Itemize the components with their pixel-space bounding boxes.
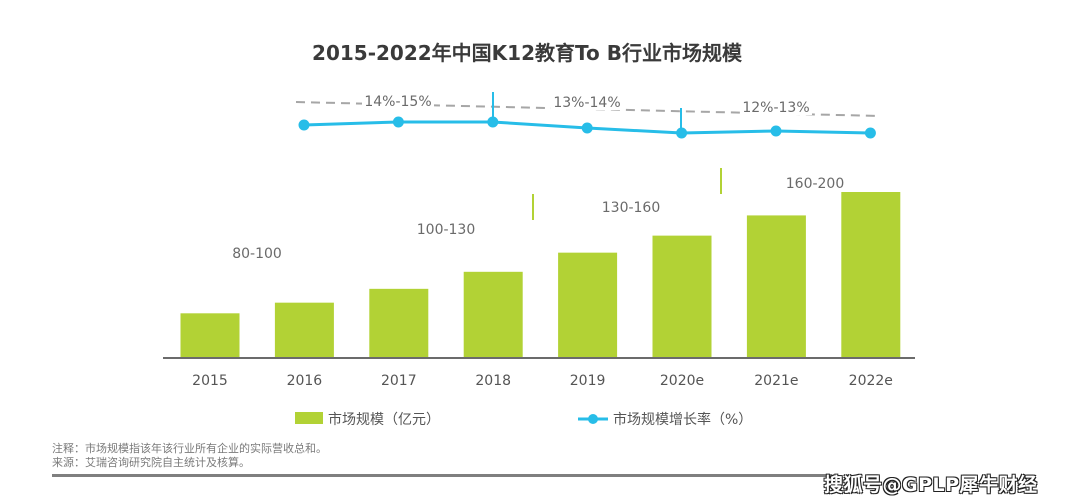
growth-rate-point — [770, 125, 782, 137]
rate-range-label: 13%-14% — [553, 95, 620, 111]
bar-2020e — [652, 235, 712, 358]
legend: 市场规模（亿元） 市场规模增长率（%） — [295, 411, 752, 428]
x-tick-label: 2015 — [192, 373, 228, 389]
rate-label-bg — [362, 92, 434, 109]
x-tick-label: 2018 — [475, 373, 511, 389]
chart-source: 来源：艾瑞咨询研究院自主统计及核算。 — [52, 456, 250, 469]
watermark: 搜狐号@GPLP犀牛财经 — [824, 474, 1038, 496]
x-tick-label: 2019 — [570, 373, 606, 389]
x-tick-label: 2016 — [287, 373, 323, 389]
bar-range-label: 130-160 — [602, 200, 661, 216]
bar-2015 — [180, 313, 240, 358]
bar-2016 — [274, 302, 334, 358]
chart-title: 2015-2022年中国K12教育To B行业市场规模 — [312, 41, 743, 65]
rate-range-label: 12%-13% — [742, 100, 809, 116]
x-tick-label: 2021e — [754, 373, 798, 389]
x-tick-label: 2020e — [660, 373, 704, 389]
bar-2019 — [558, 252, 618, 358]
legend-bar-swatch — [295, 412, 323, 424]
footer-divider — [52, 474, 832, 477]
growth-rate-point — [581, 122, 593, 134]
rate-label-bg — [551, 93, 623, 110]
growth-rate-point — [392, 116, 404, 128]
growth-rate-point — [676, 127, 688, 139]
x-axis-ticks: 2015 2016 2017 2018 2019 2020e 2021e 2022e — [192, 373, 893, 389]
bar-range-label: 160-200 — [786, 176, 845, 192]
chart-note: 注释：市场规模指该年该行业所有企业的实际营收总和。 — [52, 442, 327, 455]
legend-line-label: 市场规模增长率（%） — [613, 411, 752, 428]
growth-rate-point — [487, 116, 499, 128]
x-tick-label: 2022e — [849, 373, 893, 389]
bar-2017 — [369, 288, 429, 358]
bar-range-label: 80-100 — [232, 246, 282, 262]
bar-range-label: 100-130 — [417, 222, 476, 238]
legend-bar-label: 市场规模（亿元） — [328, 411, 440, 428]
growth-rate-layer: 14%-15% 13%-14% 12%-13% — [295, 92, 881, 139]
rate-label-bg — [740, 98, 812, 115]
growth-rate-point — [864, 127, 876, 139]
x-tick-label: 2017 — [381, 373, 417, 389]
bar-2021e — [746, 215, 806, 358]
legend-line-marker — [588, 414, 598, 424]
bar-layer: 80-100 100-130 130-160 160-200 — [180, 168, 901, 358]
rate-range-label: 14%-15% — [364, 94, 431, 110]
bar-2018 — [463, 271, 523, 358]
growth-rate-point — [298, 119, 310, 131]
bar-2022e — [841, 192, 901, 358]
